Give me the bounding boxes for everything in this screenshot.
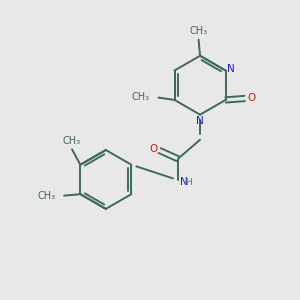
Text: N: N [227,64,235,74]
Text: CH₃: CH₃ [37,190,55,201]
Text: O: O [149,144,158,154]
Text: N: N [196,116,204,126]
Text: CH₃: CH₃ [190,26,208,36]
Text: O: O [247,94,255,103]
Text: CH₃: CH₃ [132,92,150,102]
Text: H: H [185,178,192,187]
Text: CH₃: CH₃ [62,136,81,146]
Text: N: N [180,176,188,187]
